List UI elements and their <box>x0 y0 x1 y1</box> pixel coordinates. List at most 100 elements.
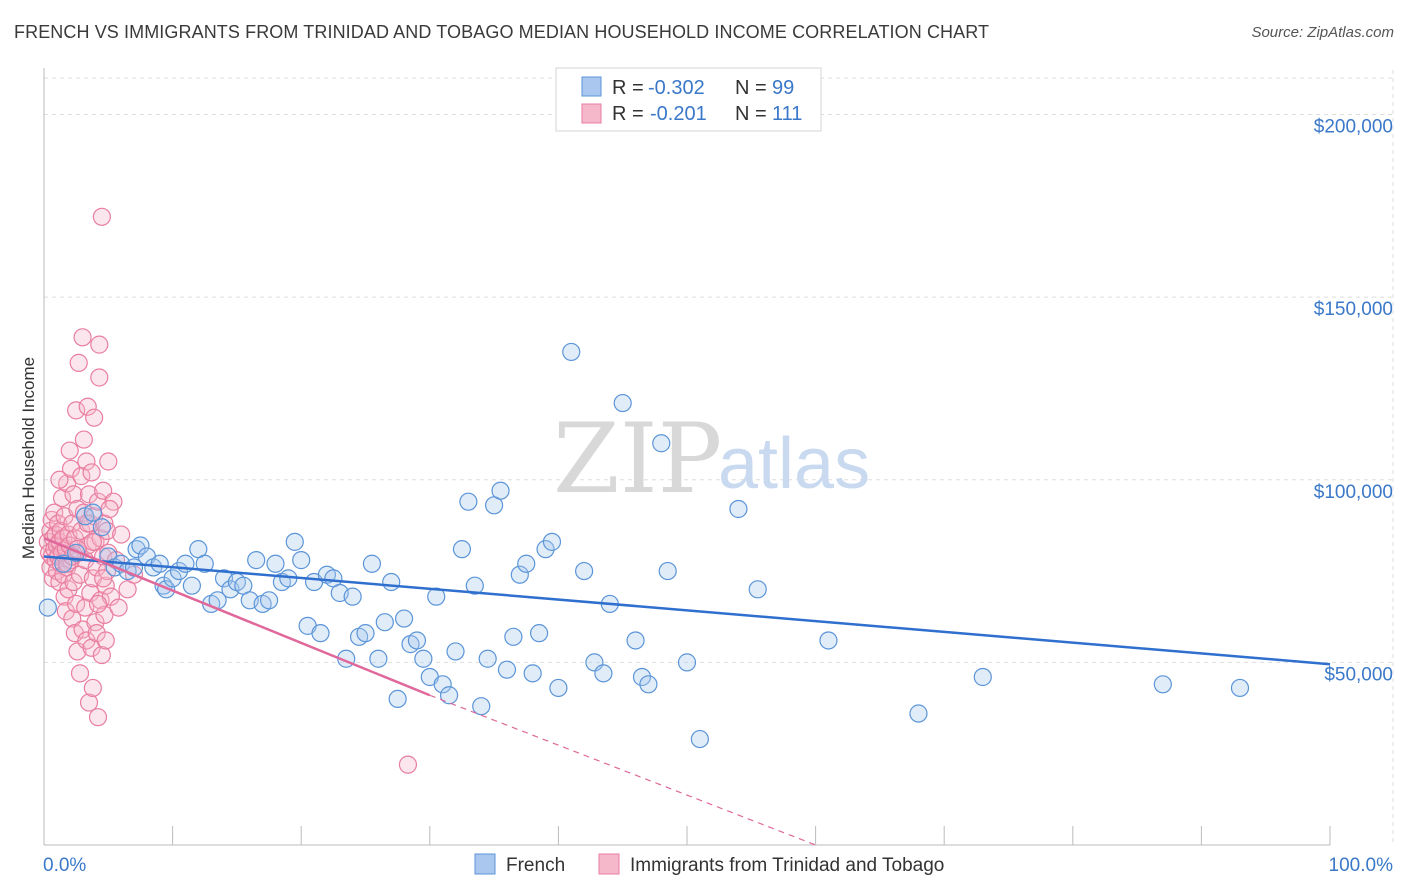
french-point <box>311 624 330 643</box>
trinidad-point <box>92 645 111 665</box>
trinidad-point <box>85 408 104 427</box>
trinidad-point <box>96 576 115 595</box>
trinidad-point <box>79 693 99 712</box>
trinidad-point <box>92 207 111 226</box>
french-point <box>452 540 472 559</box>
legend-n-value-trinidad: 111 <box>772 103 802 125</box>
french-point <box>575 561 594 581</box>
french-point <box>542 532 562 551</box>
trend-lines <box>43 537 1331 846</box>
trinidad-point <box>398 755 418 774</box>
trinidad-point <box>99 452 118 471</box>
french-point <box>195 554 214 573</box>
french-point <box>491 481 510 500</box>
french-point <box>658 561 677 581</box>
y-tick-label-0: $50,000 <box>1324 664 1393 685</box>
french-point <box>343 587 362 606</box>
french-point <box>131 536 150 555</box>
french-point <box>439 686 459 705</box>
french-point <box>394 609 414 628</box>
trinidad-point <box>78 397 97 416</box>
trinidad-point <box>90 335 109 354</box>
legend-n-label-trinidad: N = <box>735 103 767 125</box>
french-point <box>83 503 102 522</box>
trinidad-point <box>94 569 113 588</box>
trinidad-point <box>83 532 102 551</box>
trinidad-point <box>78 514 97 533</box>
chart-title: FRENCH VS IMMIGRANTS FROM TRINIDAD AND T… <box>14 22 990 42</box>
legend-swatch-french <box>581 76 602 97</box>
y-tick-labels: $50,000 $100,000 $150,000 $200,000 <box>1314 117 1393 686</box>
french-point <box>388 689 407 709</box>
french-point <box>356 624 375 643</box>
trinidad-point <box>109 598 128 617</box>
french-point <box>292 551 311 570</box>
french-point <box>613 393 632 413</box>
legend-swatch-trinidad <box>581 103 602 124</box>
correlation-legend: R = -0.302 N = 99 R = -0.201 N = 111 <box>555 67 822 132</box>
bottom-legend-swatch-trinidad <box>598 853 620 875</box>
french-point <box>362 554 382 573</box>
trinidad-point <box>61 459 81 478</box>
french-point <box>652 434 671 453</box>
french-point <box>536 540 555 559</box>
french-point <box>497 660 517 679</box>
trinidad-trend-line <box>43 537 431 697</box>
trinidad-point <box>96 631 115 650</box>
french-point <box>1153 675 1172 694</box>
french-point <box>163 569 182 588</box>
y-tick-label-1: $100,000 <box>1314 482 1393 503</box>
trinidad-point <box>60 441 79 460</box>
trinidad-point <box>95 605 114 625</box>
french-point <box>632 667 652 687</box>
french-point <box>639 675 658 694</box>
trinidad-point <box>112 525 131 544</box>
trinidad-point <box>45 503 64 522</box>
french-point <box>369 649 388 668</box>
french-point <box>382 572 401 592</box>
french-point <box>478 649 497 668</box>
trinidad-point <box>74 430 93 449</box>
french-point <box>266 554 285 573</box>
trinidad-point <box>82 463 101 482</box>
trinidad-point <box>90 368 109 387</box>
french-trend-line <box>43 555 1331 666</box>
french-point <box>465 576 484 595</box>
french-point <box>690 729 709 749</box>
trinidad-point <box>88 708 108 727</box>
french-point <box>748 580 767 599</box>
french-point <box>819 631 838 650</box>
trinidad-point <box>77 452 96 471</box>
french-point <box>517 554 536 573</box>
trinidad-point <box>73 328 92 347</box>
y-tick-label-3: $200,000 <box>1314 117 1393 138</box>
french-point <box>909 704 928 723</box>
axes <box>43 68 1331 846</box>
trinidad-point <box>67 401 86 420</box>
legend-r-value-french: -0.302 <box>648 77 705 99</box>
french-point <box>510 565 529 584</box>
french-point <box>150 554 169 573</box>
trinidad-point <box>70 664 90 683</box>
trinidad-point <box>100 499 119 519</box>
bottom-legend-swatch-french <box>474 853 496 875</box>
series-trinidad-points <box>38 207 418 774</box>
french-point <box>626 631 645 650</box>
trinidad-point <box>69 353 88 372</box>
trinidad-point <box>56 602 75 621</box>
french-point <box>594 664 613 683</box>
french-point <box>38 598 57 617</box>
legend-n-label-french: N = <box>735 77 767 99</box>
watermark-atlas: atlas <box>718 424 870 504</box>
french-point <box>247 551 266 570</box>
trinidad-point <box>64 485 83 504</box>
french-point <box>729 499 748 519</box>
bottom-legend-label-french: French <box>506 855 565 876</box>
series-legend: French Immigrants from Trinidad and Toba… <box>474 853 944 876</box>
trinidad-point <box>88 594 108 614</box>
french-point <box>1230 678 1250 698</box>
french-point <box>472 697 491 716</box>
french-point <box>433 675 452 694</box>
trinidad-trend-extension <box>429 694 816 846</box>
french-point <box>562 342 581 362</box>
